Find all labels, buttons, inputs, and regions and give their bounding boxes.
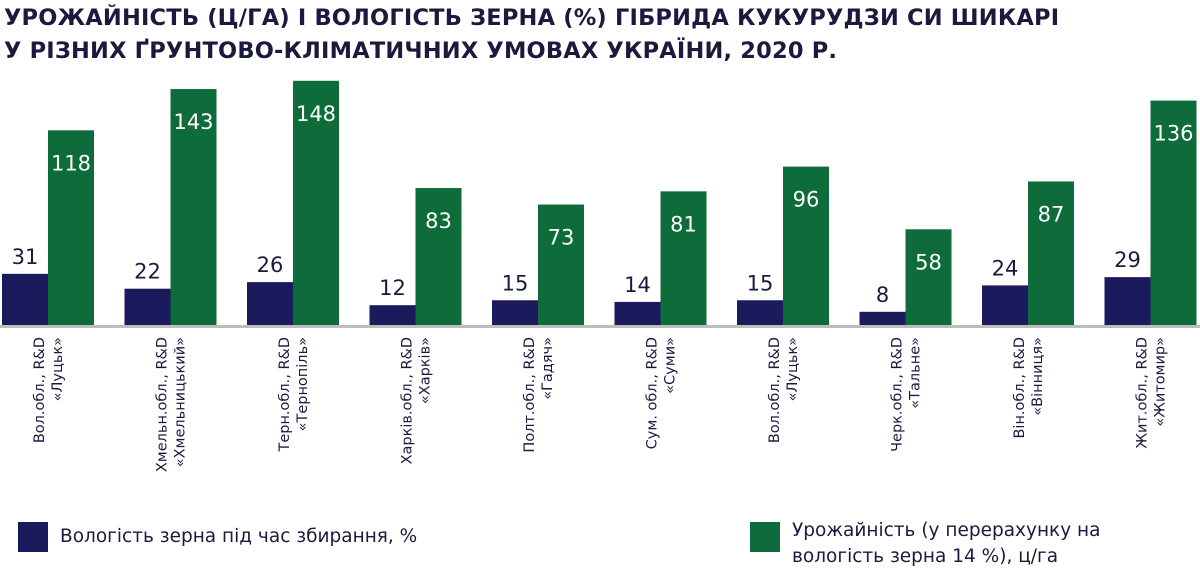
category-label-line: «Гадяч» (540, 337, 556, 400)
category-label-line: Він.обл., R&D (1012, 337, 1028, 439)
category-label-line: Черк.обл., R&D (890, 337, 906, 452)
category-label: Черк.обл., R&D «Тальне» (890, 337, 924, 452)
chart-title: УРОЖАЙНІСТЬ (Ц/ГА) І ВОЛОГІСТЬ ЗЕРНА (%)… (4, 2, 1194, 68)
yield-bar (905, 229, 952, 325)
category-label-line: «Тальне» (908, 337, 924, 409)
moisture-value-label: 8 (876, 283, 889, 307)
category-label-line: Жит.обл., R&D (1135, 337, 1151, 449)
moisture-bar (369, 305, 416, 325)
yield-value-label: 73 (548, 226, 575, 250)
yield-value-label: 148 (296, 102, 336, 126)
yield-bar (170, 89, 217, 325)
category-label: Полт.обл., R&D «Гадяч» (522, 337, 556, 453)
moisture-value-label: 31 (12, 245, 39, 269)
category-label-line: «Хмельницький» (173, 337, 189, 467)
moisture-bar (982, 285, 1028, 325)
moisture-bar (247, 282, 293, 325)
category-label-line: Вол.обл., R&D (32, 337, 48, 443)
moisture-value-label: 29 (1114, 248, 1141, 272)
category-label: Він.обл., R&D «Вінниця» (1012, 337, 1046, 439)
yield-value-label: 118 (51, 151, 91, 175)
yield-bar (415, 188, 462, 325)
yield-value-label: 87 (1038, 202, 1065, 226)
moisture-value-label: 12 (379, 276, 406, 300)
category-label: Вол.обл., R&D «Луцьк» (32, 337, 66, 443)
category-label-line: «Луцьк» (785, 337, 801, 401)
category-label: Терн.обл., R&D «Тернопіль» (277, 337, 311, 453)
moisture-value-label: 26 (257, 253, 284, 277)
moisture-value-label: 22 (134, 260, 161, 284)
yield-value-label: 83 (425, 209, 452, 233)
category-label: Сум. обл., R&D «Суми» (645, 337, 679, 449)
yield-value-label: 136 (1153, 122, 1193, 146)
chart-title-line-1: УРОЖАЙНІСТЬ (Ц/ГА) І ВОЛОГІСТЬ ЗЕРНА (%)… (4, 5, 1060, 31)
category-label-line: Вол.обл., R&D (767, 337, 783, 443)
moisture-value-label: 24 (992, 256, 1019, 280)
category-label-line: «Вінниця» (1030, 337, 1046, 416)
category-label-line: «Луцьк» (50, 337, 66, 401)
yield-value-label: 96 (793, 188, 820, 212)
category-label: Харків.обл., R&D «Харків» (400, 337, 434, 464)
moisture-bar (124, 288, 171, 325)
x-axis-line (0, 325, 1200, 328)
legend-swatch-yield (750, 522, 780, 552)
moisture-bar (1104, 277, 1151, 325)
legend-label-yield-line-1: Урожайність (у перерахунку на (792, 520, 1101, 541)
yield-bar (783, 166, 829, 325)
yield-bar (1028, 181, 1074, 325)
category-label-line: Терн.обл., R&D (277, 337, 293, 453)
moisture-bar (492, 300, 538, 325)
yield-bar (660, 191, 707, 325)
yield-bar (1150, 100, 1197, 325)
chart-title-line-2: У РІЗНИХ ҐРУНТОВО-КЛІМАТИЧНИХ УМОВАХ УКР… (4, 38, 838, 64)
yield-value-label: 143 (173, 110, 213, 134)
legend-item-moisture: Вологість зерна під час збирання, % (18, 522, 417, 552)
moisture-bar (2, 273, 48, 325)
legend-item-yield: Урожайність (у перерахунку на вологість … (750, 518, 1190, 570)
yield-bar (293, 80, 339, 325)
legend-label-yield-line-2: вологість зерна 14 %), ц/га (792, 546, 1059, 567)
category-label-line: Сум. обл., R&D (645, 337, 661, 449)
yield-value-label: 58 (915, 250, 942, 274)
legend-swatch-moisture (18, 522, 48, 552)
category-label-line: «Харків» (418, 337, 434, 404)
legend-label-moisture: Вологість зерна під час збирання, % (60, 526, 418, 547)
category-label-line: «Житомир» (1153, 337, 1169, 427)
category-label-line: Харків.обл., R&D (400, 337, 416, 464)
category-label-line: «Суми» (663, 337, 679, 394)
category-label-line: «Тернопіль» (295, 337, 311, 431)
moisture-bar (859, 311, 906, 325)
moisture-bar (737, 300, 783, 325)
moisture-value-label: 14 (624, 273, 651, 297)
yield-value-label: 81 (670, 212, 697, 236)
category-label-line: Хмельн.обл., R&D (155, 337, 171, 472)
moisture-value-label: 15 (747, 271, 774, 295)
yield-bar (48, 130, 94, 325)
legend-label-yield: Урожайність (у перерахунку на вологість … (792, 518, 1100, 570)
moisture-value-label: 15 (502, 271, 529, 295)
category-label-line: Полт.обл., R&D (522, 337, 538, 453)
category-label: Вол.обл., R&D «Луцьк» (767, 337, 801, 443)
yield-bar (538, 204, 584, 325)
category-label: Жит.обл., R&D «Житомир» (1135, 337, 1169, 449)
category-label: Хмельн.обл., R&D «Хмельницький» (155, 337, 189, 472)
moisture-bar (614, 301, 661, 325)
